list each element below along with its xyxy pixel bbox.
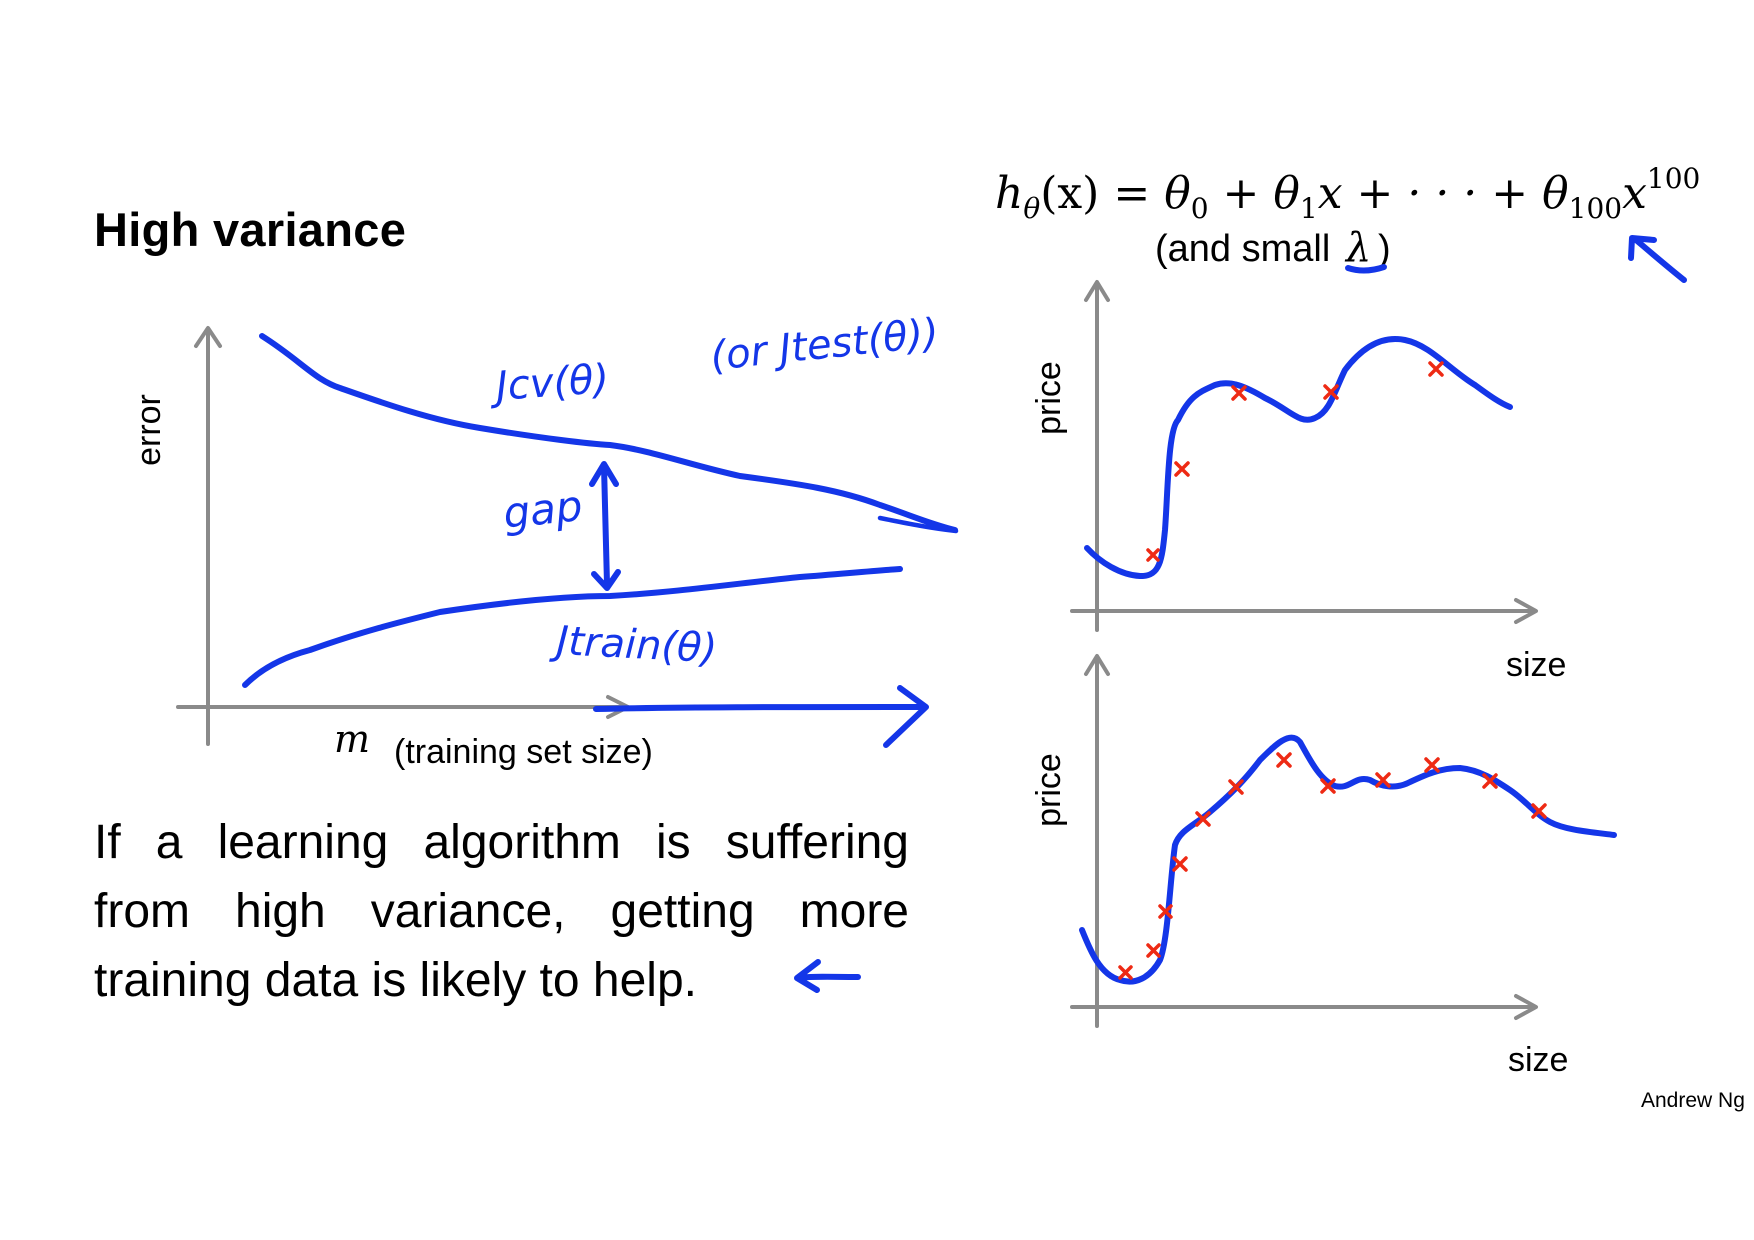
train-error-annotation: Jtrain(θ) <box>548 618 718 673</box>
data-point <box>1146 548 1160 562</box>
plot-top-data-points <box>1146 361 1444 562</box>
cv-error-annotation: Jcv(θ) <box>488 356 611 410</box>
plot-top-x-label: size <box>1506 646 1566 684</box>
formula-theta1-sub: 1 <box>1300 192 1318 225</box>
formula-theta0-sub: 0 <box>1191 192 1209 225</box>
plot-bottom-data-points <box>1118 752 1547 980</box>
formula-h-sub: θ <box>1023 192 1040 225</box>
cv-error-curve-end-stroke <box>877 515 959 534</box>
author-credit: Andrew Ng <box>1641 1089 1745 1112</box>
data-point <box>1172 856 1188 872</box>
formula-x100: x <box>1622 168 1647 219</box>
plot-bottom: price size <box>1030 654 1617 1079</box>
plot-bottom-y-label: price <box>1030 753 1068 827</box>
learning-curve-x-label: (training set size) <box>394 733 653 771</box>
plot-top: price size <box>1030 280 1566 684</box>
data-point <box>1174 461 1190 477</box>
plot-top-y-label: price <box>1030 361 1068 435</box>
plot-top-fitted-curve <box>1084 336 1513 579</box>
gap-annotation: gap <box>501 481 585 538</box>
learning-curve-y-axis <box>194 326 222 746</box>
formula-h: h <box>995 168 1023 219</box>
data-point <box>1158 904 1173 919</box>
body-text-pointer-arrow <box>794 959 861 993</box>
hypothesis-formula: hθ(x) = θ0 + θ1x + · · · + θ100x100 (and… <box>995 162 1700 283</box>
slide-title: High variance <box>94 203 407 256</box>
lambda-underline <box>1345 264 1387 274</box>
cv-error-curve <box>259 333 958 533</box>
formula-theta1: θ <box>1273 168 1300 219</box>
formula-pointer-arrow <box>1628 235 1687 283</box>
data-point <box>1195 811 1211 827</box>
data-point <box>1531 803 1547 819</box>
data-point <box>1228 779 1244 795</box>
gap-arrow <box>589 461 621 591</box>
formula-plus: + <box>1209 168 1274 219</box>
formula-x1-ellipsis: x + · · · + <box>1318 168 1542 219</box>
test-error-annotation: (or Jtest(θ)) <box>708 310 941 380</box>
formula-theta0: θ <box>1164 168 1191 219</box>
slide-body-text: If a learning algorithm is suffering fro… <box>94 816 909 1007</box>
data-point <box>1375 772 1391 788</box>
data-point <box>1276 752 1292 768</box>
formula-theta100: θ <box>1542 168 1569 219</box>
plot-bottom-fitted-curve <box>1079 734 1617 985</box>
data-point <box>1320 778 1336 794</box>
plot-bottom-x-label: size <box>1508 1041 1568 1079</box>
lambda-symbol: λ <box>1344 225 1371 271</box>
formula-x100-sup: 100 <box>1647 162 1700 195</box>
small-lambda-note-close: ) <box>1378 228 1391 270</box>
data-point <box>1323 384 1339 400</box>
data-point <box>1231 385 1247 401</box>
formula-theta100-sub: 100 <box>1569 192 1622 225</box>
learning-curve: error m (training set size) gap Jcv(θ) (… <box>130 310 959 771</box>
data-point <box>1118 965 1133 980</box>
data-point <box>1424 757 1440 773</box>
x-axis-symbol-m: m <box>334 717 370 761</box>
small-lambda-note-text: (and small <box>1155 228 1330 270</box>
learning-curve-x-axis <box>176 695 630 719</box>
formula-lhs: (x) = <box>1040 168 1164 219</box>
data-point <box>1428 361 1444 377</box>
hypothesis-formula-line: hθ(x) = θ0 + θ1x + · · · + θ100x100 <box>995 162 1700 225</box>
plot-bottom-x-axis <box>1070 994 1538 1020</box>
data-point <box>1482 773 1498 789</box>
plot-top-x-axis <box>1070 598 1538 624</box>
small-lambda-note: (and small <box>1155 228 1330 270</box>
data-point <box>1146 943 1161 958</box>
x-axis-ink-extension <box>593 685 929 748</box>
train-error-curve <box>242 566 903 688</box>
learning-curve-y-label: error <box>130 394 168 466</box>
plot-top-y-axis <box>1084 280 1110 632</box>
